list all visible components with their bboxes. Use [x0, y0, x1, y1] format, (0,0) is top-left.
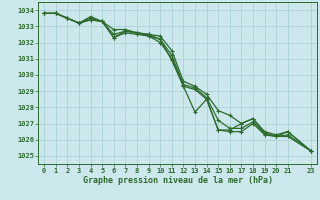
- X-axis label: Graphe pression niveau de la mer (hPa): Graphe pression niveau de la mer (hPa): [83, 176, 273, 185]
